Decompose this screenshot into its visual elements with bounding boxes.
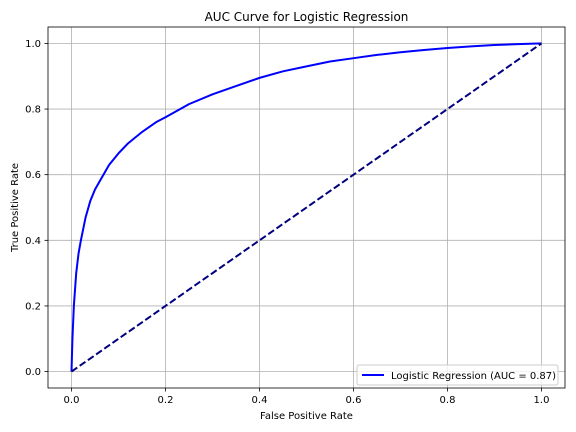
x-tick-label: 0.4	[252, 395, 268, 406]
y-tick-label: 0.6	[25, 170, 41, 181]
y-tick-label: 0.0	[25, 367, 41, 378]
x-tick-label: 0.8	[440, 395, 456, 406]
x-tick-label: 1.0	[534, 395, 550, 406]
chance-diagonal-line	[70, 42, 543, 373]
axis-ticks: 0.0 0.2 0.4 0.6 0.8 1.0 0.0 0.2 0.4 0.6 0.8 1.0	[25, 39, 549, 406]
x-tick-label: 0.6	[346, 395, 362, 406]
y-axis-label: True Positive Rate	[10, 163, 21, 253]
x-tick-label: 0.0	[64, 395, 80, 406]
legend: Logistic Regression (AUC = 0.87)	[356, 364, 559, 386]
roc-curve-line	[70, 42, 542, 372]
y-tick-label: 1.0	[25, 39, 41, 50]
plot-frame	[47, 26, 566, 389]
series-lines	[70, 42, 543, 373]
legend-label: Logistic Regression (AUC = 0.87)	[391, 371, 556, 382]
y-tick-label: 0.4	[25, 236, 41, 247]
chart-title: AUC Curve for Logistic Regression	[205, 10, 409, 24]
x-tick-label: 0.2	[158, 395, 174, 406]
x-axis-label: False Positive Rate	[260, 411, 353, 422]
y-tick-label: 0.2	[25, 301, 41, 312]
legend-box	[356, 364, 559, 386]
y-tick-label: 0.8	[25, 105, 41, 116]
